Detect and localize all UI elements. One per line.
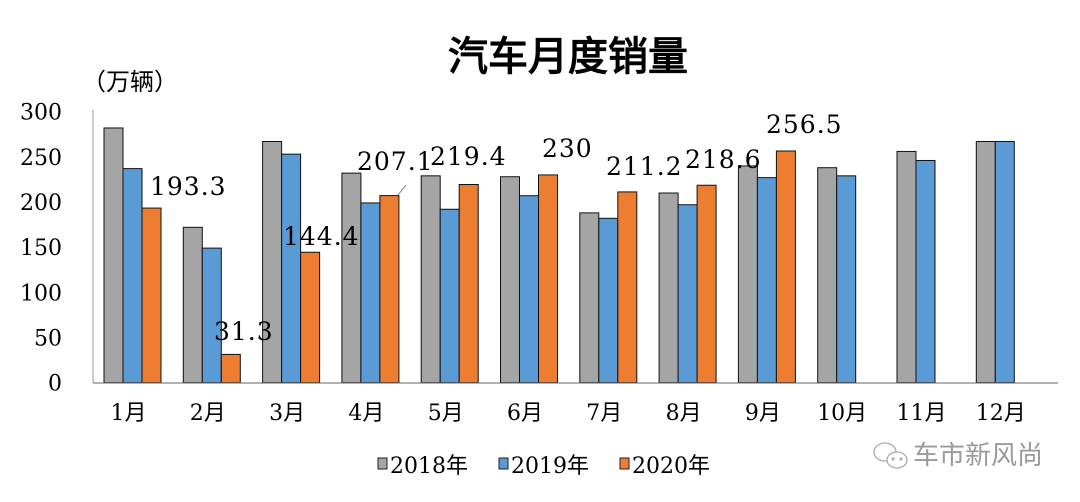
data-label: 193.3 — [150, 172, 227, 201]
legend-label: 2018年 — [390, 454, 468, 479]
bar-2019年-6月 — [519, 195, 539, 384]
bar-2020年-5月 — [458, 184, 479, 384]
bar-2018年-5月 — [420, 175, 441, 384]
data-label: 230 — [542, 134, 593, 163]
bar-2019年-1月 — [122, 168, 143, 384]
bar-2019年-3月 — [281, 153, 302, 384]
bar-2018年-3月 — [262, 141, 283, 384]
bar-2019年-12月 — [994, 141, 1015, 384]
y-tick-label: 200 — [20, 191, 62, 216]
bar-2018年-8月 — [658, 192, 679, 384]
bar-2019年-9月 — [756, 177, 777, 384]
bar-2018年-11月 — [896, 150, 917, 384]
legend-label: 2020年 — [632, 454, 710, 479]
x-tick-label: 7月 — [586, 401, 622, 426]
x-tick-label: 1月 — [111, 401, 147, 426]
y-tick-label: 300 — [20, 101, 62, 126]
x-tick-label: 3月 — [269, 401, 305, 426]
y-axis-unit: （万辆） — [82, 68, 178, 96]
bar-2019年-10月 — [836, 175, 857, 384]
bar-2018年-4月 — [341, 172, 362, 384]
x-tick-label: 11月 — [897, 401, 947, 426]
data-label: 211.2 — [606, 152, 683, 181]
legend-label: 2019年 — [511, 454, 589, 479]
bar-2019年-8月 — [677, 204, 698, 384]
legend-swatch-2020年 — [619, 457, 630, 470]
x-tick-label: 5月 — [428, 401, 464, 426]
data-label: 256.5 — [766, 110, 843, 139]
bar-2018年-10月 — [817, 167, 838, 384]
bar-2018年-9月 — [737, 165, 758, 384]
leader-line — [397, 184, 407, 196]
bar-2020年-7月 — [617, 191, 638, 384]
x-tick-label: 2月 — [190, 401, 226, 426]
chart-title: 汽车月度销量 — [448, 33, 688, 80]
legend-swatch-2018年 — [377, 457, 388, 470]
bar-2018年-6月 — [500, 176, 520, 384]
bar-2019年-5月 — [439, 208, 460, 384]
wechat-icon — [873, 442, 908, 469]
bar-2018年-12月 — [975, 141, 996, 384]
x-tick-label: 8月 — [666, 401, 702, 426]
y-tick-label: 150 — [20, 236, 62, 261]
bar-2019年-4月 — [360, 202, 381, 384]
bar-2018年-2月 — [182, 226, 203, 384]
watermark: 车市新风尚 — [873, 441, 1043, 471]
data-label: 207.1 — [357, 147, 434, 176]
data-label: 219.4 — [430, 142, 507, 171]
bar-2020年-4月 — [379, 195, 400, 384]
y-tick-label: 100 — [20, 281, 62, 306]
y-tick-label: 250 — [20, 146, 62, 171]
x-tick-label: 10月 — [817, 401, 867, 426]
y-tick-label: 0 — [48, 372, 62, 397]
bar-2020年-2月 — [220, 353, 241, 384]
legend-swatch-2019年 — [498, 457, 509, 470]
data-label: 31.3 — [214, 317, 274, 346]
x-tick-label: 6月 — [507, 401, 543, 426]
bar-2019年-11月 — [915, 159, 936, 384]
bar-2018年-7月 — [579, 212, 600, 384]
bar-2020年-9月 — [775, 150, 796, 384]
x-tick-label: 9月 — [745, 401, 781, 426]
x-tick-label: 12月 — [976, 401, 1026, 426]
data-label: 144.4 — [283, 222, 360, 251]
watermark-text: 车市新风尚 — [913, 441, 1043, 471]
y-tick-label: 50 — [34, 327, 62, 352]
bar-2020年-3月 — [300, 251, 321, 384]
bar-2020年-1月 — [141, 207, 162, 384]
bar-2019年-7月 — [598, 217, 619, 384]
data-label: 218.6 — [685, 145, 762, 174]
bar-2020年-6月 — [538, 174, 558, 384]
bar-2020年-8月 — [696, 184, 717, 384]
x-tick-label: 4月 — [348, 401, 384, 426]
bar-2018年-1月 — [103, 127, 124, 384]
bar-2019年-2月 — [201, 247, 222, 384]
